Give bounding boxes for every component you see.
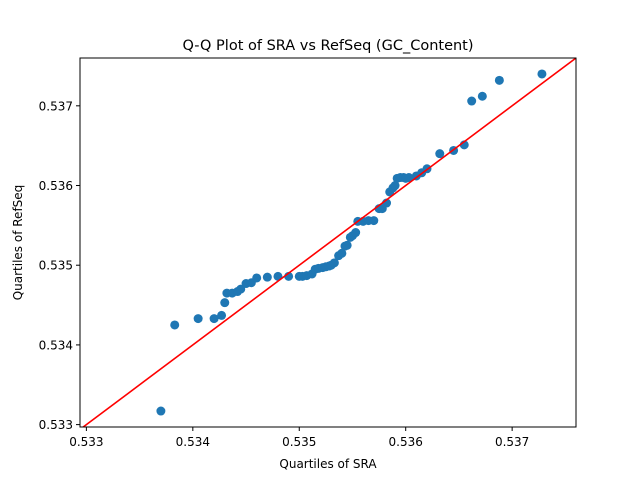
data-point — [342, 240, 352, 250]
data-points — [156, 69, 547, 416]
data-point — [467, 96, 477, 106]
data-point — [351, 228, 361, 238]
y-axis-ticks: 0.533 0.534 0.535 0.536 0.537 — [39, 99, 80, 432]
y-axis-label: Quartiles of RefSeq — [11, 185, 25, 301]
y-tick-label: 0.533 — [39, 418, 73, 432]
plot-frame — [79, 57, 577, 428]
x-tick-label: 0.533 — [69, 435, 103, 449]
data-point — [252, 273, 262, 283]
data-point — [494, 75, 504, 85]
data-point — [193, 314, 203, 324]
reference-line-layer — [81, 58, 576, 427]
reference-line — [81, 58, 576, 427]
y-tick-label: 0.534 — [39, 338, 73, 352]
data-point — [209, 314, 219, 324]
data-point — [262, 272, 272, 282]
x-tick-label: 0.535 — [282, 435, 316, 449]
data-point — [404, 173, 414, 183]
data-point — [477, 91, 487, 101]
x-axis-label: Quartiles of SRA — [279, 457, 377, 471]
y-tick-label: 0.535 — [39, 259, 73, 273]
data-point — [329, 258, 339, 268]
x-axis-ticks: 0.533 0.534 0.535 0.536 0.537 — [69, 427, 529, 449]
data-point — [217, 310, 227, 320]
data-point — [236, 284, 246, 294]
x-tick-label: 0.537 — [495, 435, 529, 449]
data-point — [156, 406, 166, 416]
data-point — [390, 181, 400, 191]
x-tick-label: 0.536 — [389, 435, 423, 449]
data-point — [220, 298, 230, 308]
chart-title: Q-Q Plot of SRA vs RefSeq (GC_Content) — [182, 38, 473, 54]
data-point — [369, 216, 379, 226]
y-tick-label: 0.536 — [39, 179, 73, 193]
data-point — [537, 69, 547, 79]
y-tick-label: 0.537 — [39, 99, 73, 113]
data-point — [435, 149, 445, 159]
data-point — [170, 320, 180, 330]
x-tick-label: 0.534 — [176, 435, 210, 449]
data-point — [337, 248, 347, 258]
